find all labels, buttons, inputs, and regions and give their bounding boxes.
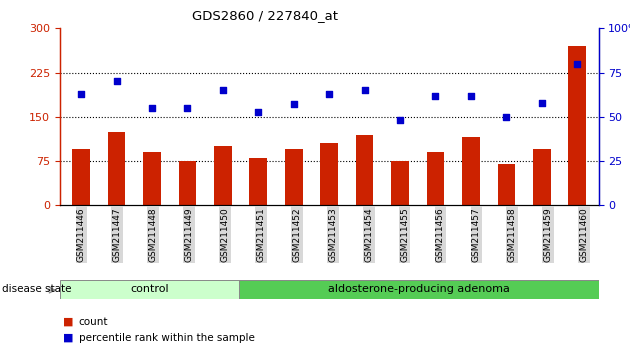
Text: GSM211450: GSM211450 <box>220 207 229 262</box>
Text: GSM211460: GSM211460 <box>580 207 588 262</box>
Bar <box>356 135 374 205</box>
Bar <box>249 158 267 205</box>
Bar <box>498 164 515 205</box>
Bar <box>533 149 551 205</box>
FancyBboxPatch shape <box>239 280 598 299</box>
Text: GSM211458: GSM211458 <box>508 207 517 262</box>
Bar <box>320 143 338 205</box>
Point <box>253 109 263 114</box>
Bar <box>214 146 232 205</box>
Text: GSM211446: GSM211446 <box>77 207 86 262</box>
FancyBboxPatch shape <box>60 280 239 299</box>
Point <box>289 102 299 107</box>
Bar <box>462 137 480 205</box>
Bar <box>391 161 409 205</box>
Text: GSM211453: GSM211453 <box>328 207 337 262</box>
Point <box>430 93 440 98</box>
Text: GSM211457: GSM211457 <box>472 207 481 262</box>
Text: GSM211459: GSM211459 <box>544 207 553 262</box>
Point <box>501 114 512 120</box>
Text: GSM211455: GSM211455 <box>400 207 409 262</box>
Point <box>183 105 193 111</box>
Text: GSM211448: GSM211448 <box>149 207 158 262</box>
Text: disease state: disease state <box>2 284 71 295</box>
Text: ■: ■ <box>63 333 74 343</box>
Point <box>395 118 405 123</box>
Text: GDS2860 / 227840_at: GDS2860 / 227840_at <box>192 9 338 22</box>
Bar <box>72 149 90 205</box>
Bar <box>108 132 125 205</box>
Bar <box>285 149 302 205</box>
Text: GSM211449: GSM211449 <box>185 207 193 262</box>
Point <box>76 91 86 97</box>
Bar <box>568 46 586 205</box>
Text: GSM211454: GSM211454 <box>364 207 373 262</box>
Point <box>537 100 547 105</box>
Point <box>324 91 334 97</box>
Text: aldosterone-producing adenoma: aldosterone-producing adenoma <box>328 284 510 295</box>
Text: count: count <box>79 317 108 327</box>
Bar <box>143 152 161 205</box>
Text: GSM211447: GSM211447 <box>113 207 122 262</box>
Bar <box>427 152 444 205</box>
Bar <box>178 161 197 205</box>
Text: ■: ■ <box>63 317 74 327</box>
Point <box>147 105 157 111</box>
Text: control: control <box>130 284 169 295</box>
Point <box>112 79 122 84</box>
Point <box>360 87 370 93</box>
Text: GSM211452: GSM211452 <box>292 207 301 262</box>
Point <box>218 87 228 93</box>
Point <box>466 93 476 98</box>
Text: GSM211456: GSM211456 <box>436 207 445 262</box>
Text: percentile rank within the sample: percentile rank within the sample <box>79 333 255 343</box>
Point <box>572 61 582 67</box>
Text: GSM211451: GSM211451 <box>256 207 265 262</box>
